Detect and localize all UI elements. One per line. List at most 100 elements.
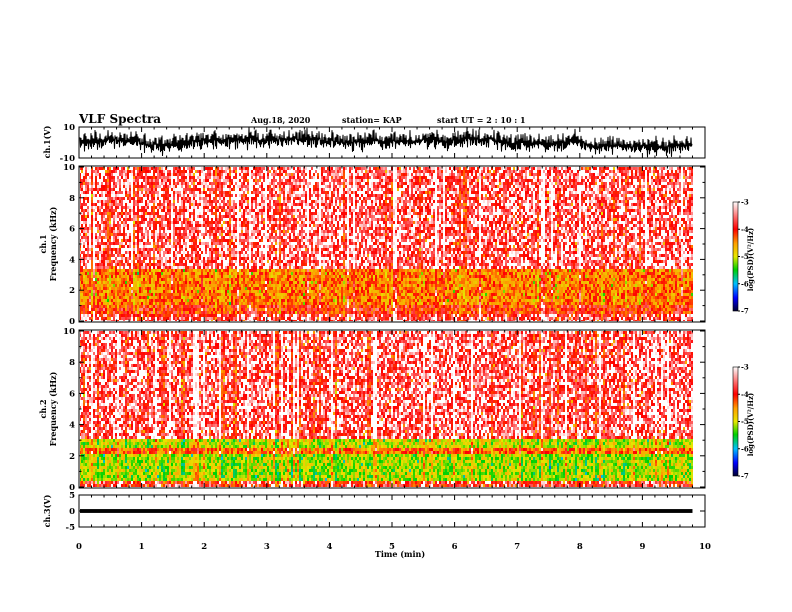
- spectrogram-cell: [193, 167, 195, 170]
- spectrogram-cell: [535, 224, 537, 227]
- spectrogram-cell: [113, 167, 115, 170]
- spectrogram-cell: [299, 215, 301, 218]
- spectrogram-cell: [483, 206, 485, 209]
- spectrogram-cell: [595, 176, 597, 179]
- spectrogram-cell: [267, 224, 269, 227]
- spectrogram-cell: [559, 200, 561, 203]
- spectrogram-cell: [593, 212, 595, 215]
- spectrogram-cell: [293, 212, 295, 215]
- spectrogram-cell: [329, 197, 331, 200]
- spectrogram-cell: [601, 179, 603, 182]
- spectrogram-cell: [509, 230, 511, 233]
- spectrogram-cell: [405, 170, 407, 173]
- spectrogram-cell: [81, 224, 83, 227]
- spectrogram-cell: [273, 203, 275, 206]
- spectrogram-cell: [647, 173, 649, 176]
- spectrogram-cell: [643, 221, 645, 224]
- spectrogram-cell: [343, 227, 345, 230]
- spectrogram-cell: [153, 170, 155, 173]
- spectrogram-cell: [271, 179, 273, 182]
- spectrogram-cell: [533, 212, 535, 215]
- spectrogram-cell: [127, 227, 129, 230]
- spectrogram-cell: [281, 167, 283, 170]
- spectrogram-cell: [619, 215, 621, 218]
- spectrogram-cell: [549, 212, 551, 215]
- spectrogram-cell: [203, 188, 205, 191]
- spectrogram-cell: [523, 218, 525, 221]
- spectrogram-cell: [475, 185, 477, 188]
- spectrogram-cell: [587, 176, 589, 179]
- spectrogram-cell: [169, 215, 171, 218]
- spectrogram-cell: [607, 188, 609, 191]
- spectrogram-cell: [123, 227, 125, 230]
- spectrogram-cell: [633, 191, 635, 194]
- spectrogram-cell: [289, 188, 291, 191]
- spectrogram-cell: [203, 215, 205, 218]
- spectrogram-cell: [127, 197, 129, 200]
- spectrogram-cell: [625, 215, 627, 218]
- spectrogram-cell: [367, 176, 369, 179]
- spectrogram-cell: [97, 230, 99, 233]
- spectrogram-cell: [533, 182, 535, 185]
- spectrogram-cell: [343, 200, 345, 203]
- spectrogram-cell: [137, 167, 139, 170]
- spectrogram-cell: [241, 200, 243, 203]
- spectrogram-cell: [467, 212, 469, 215]
- spectrogram-cell: [121, 209, 123, 212]
- spectrogram-cell: [613, 182, 615, 185]
- spectrogram-cell: [679, 170, 681, 173]
- spectrogram-cell: [293, 209, 295, 212]
- spectrogram-cell: [615, 197, 617, 200]
- spectrogram-cell: [433, 194, 435, 197]
- spectrogram-cell: [561, 182, 563, 185]
- spectrogram-cell: [657, 185, 659, 188]
- spectrogram-cell: [585, 221, 587, 224]
- spectrogram-cell: [213, 200, 215, 203]
- spectrogram-cell: [399, 167, 401, 170]
- spectrogram-cell: [241, 221, 243, 224]
- spectrogram-cell: [377, 194, 379, 197]
- spectrogram-cell: [603, 194, 605, 197]
- spectrogram-cell: [627, 209, 629, 212]
- spectrogram-cell: [219, 176, 221, 179]
- spectrogram-cell: [611, 182, 613, 185]
- spectrogram-cell: [149, 188, 151, 191]
- spectrogram-cell: [379, 176, 381, 179]
- spectrogram-cell: [109, 206, 111, 209]
- spectrogram-cell: [607, 230, 609, 233]
- spectrogram-cell: [531, 200, 533, 203]
- spectrogram-cell: [127, 203, 129, 206]
- spectrogram-cell: [273, 221, 275, 224]
- spectrogram-cell: [531, 182, 533, 185]
- spectrogram-cell: [207, 221, 209, 224]
- spectrogram-cell: [399, 182, 401, 185]
- spectrogram-cell: [221, 188, 223, 191]
- spectrogram-cell: [207, 194, 209, 197]
- spectrogram-cell: [285, 233, 287, 236]
- spectrogram-cell: [429, 194, 431, 197]
- spectrogram-cell: [81, 191, 83, 194]
- spectrogram-cell: [215, 206, 217, 209]
- spectrogram-cell: [659, 230, 661, 233]
- spectrogram-cell: [259, 194, 261, 197]
- spectrogram-cell: [417, 197, 419, 200]
- spectrogram-cell: [667, 182, 669, 185]
- spectrogram-cell: [641, 191, 643, 194]
- spectrogram-cell: [289, 179, 291, 182]
- spectrogram-cell: [595, 203, 597, 206]
- spectrogram-cell: [345, 167, 347, 170]
- spectrogram-cell: [365, 227, 367, 230]
- spectrogram-cell: [299, 167, 301, 170]
- spectrogram-cell: [375, 185, 377, 188]
- spectrogram-cell: [505, 209, 507, 212]
- spectrogram-cell: [609, 170, 611, 173]
- spectrogram-cell: [185, 176, 187, 179]
- spectrogram-cell: [665, 173, 667, 176]
- spectrogram-cell: [351, 167, 353, 170]
- spectrogram-cell: [295, 188, 297, 191]
- spectrogram-cell: [97, 185, 99, 188]
- spectrogram-cell: [329, 221, 331, 224]
- spectrogram-cell: [523, 185, 525, 188]
- spectrogram-cell: [99, 233, 101, 236]
- spectrogram-cell: [197, 170, 199, 173]
